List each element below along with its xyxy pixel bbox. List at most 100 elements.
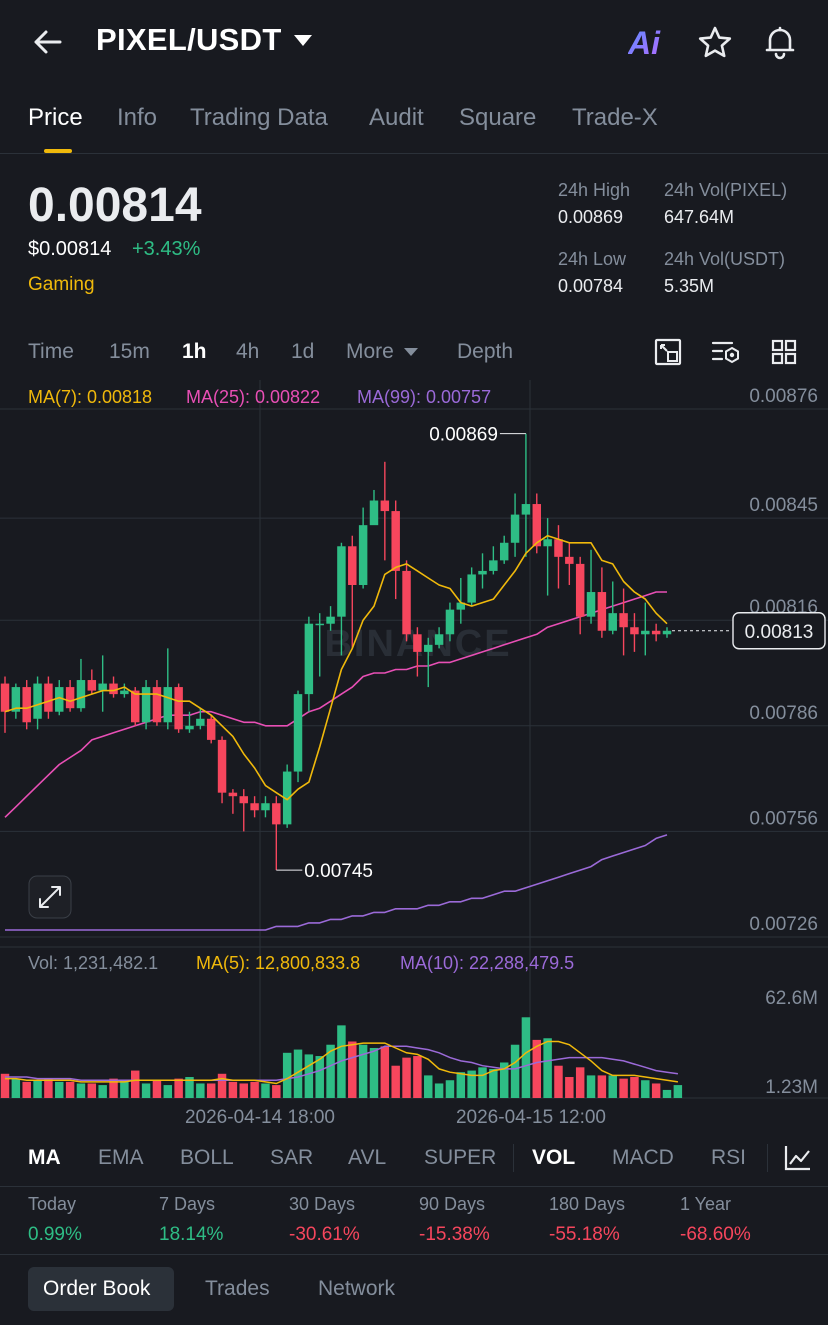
indicator-ema[interactable]: EMA [98,1146,144,1169]
indicator-sar[interactable]: SAR [270,1146,314,1169]
tab-square[interactable]: Square [459,104,537,131]
volume-bar [619,1078,628,1098]
candle-body [651,630,661,635]
candle-body [348,546,357,585]
ai-assistant-icon[interactable]: Ai [628,24,672,60]
volume-bar [651,1083,661,1098]
volume-bar [358,1044,368,1098]
volume-bar [641,1080,650,1098]
volume-bar [196,1083,205,1098]
indicator-ma[interactable]: MA [28,1146,61,1169]
tab-trading-data[interactable]: Trading Data [190,104,328,131]
chart-settings-icon[interactable] [710,336,742,368]
volume-bar [348,1041,357,1098]
volume-bar [87,1083,97,1098]
indicator-settings-icon[interactable] [782,1142,814,1174]
candle-body [445,609,455,635]
volume-bar [22,1081,31,1098]
indicator-avl[interactable]: AVL [348,1146,387,1169]
indicator-vol[interactable]: VOL [532,1146,576,1169]
category-tag[interactable]: Gaming [28,274,95,295]
expand-chart-button[interactable] [28,875,72,919]
volume-ma10-path [5,1045,679,1081]
candle-body [120,690,129,695]
volume-bar [489,1068,498,1098]
price-tick-label: 0.00726 [749,914,818,935]
volume-bar [293,1049,303,1098]
volume-bar [0,1073,10,1098]
tab-price[interactable]: Price [28,104,83,131]
candle-body [619,613,628,628]
interval-more[interactable]: More [346,340,394,363]
candle-body [44,683,53,712]
back-arrow-icon[interactable] [28,22,68,62]
volume-bar [662,1089,672,1098]
perf-label-today: Today [28,1194,77,1214]
perf-label-180d: 180 Days [549,1194,626,1214]
volume-bar [261,1083,270,1098]
tab-network[interactable]: Network [318,1277,396,1300]
price-tick-label: 0.00845 [749,495,818,516]
indicator-rsi[interactable]: RSI [711,1146,747,1169]
layout-grid-icon[interactable] [768,336,800,368]
candle-body [11,687,21,712]
volume-bar [597,1075,607,1098]
candlestick-chart[interactable]: BINANCE 0.008760.008450.008160.007860.00… [0,380,828,1130]
indicator-super[interactable]: SUPER [424,1146,497,1169]
candle-body [261,803,270,811]
volume-bar [478,1067,487,1098]
chart-fullscreen-icon[interactable] [652,336,684,368]
volume-bar [55,1081,64,1098]
interval-15m[interactable]: 15m [109,340,150,363]
volume-bar [76,1083,86,1098]
indicator-macd[interactable]: MACD [612,1146,674,1169]
active-bottom-tab-bg [28,1267,174,1311]
stat-24h-high-label: 24h High [558,180,631,200]
tab-info[interactable]: Info [117,104,158,131]
volume-bar [239,1083,248,1098]
candle-body [33,683,42,719]
candle-body [478,570,487,575]
tab-trades[interactable]: Trades [205,1277,270,1300]
tab-trade-x[interactable]: Trade-X [572,104,658,131]
candle-body [413,634,422,652]
volume-ma10-legend: MA(10): 22,288,479.5 [400,953,575,973]
candle-body [55,687,64,712]
more-dropdown-icon[interactable] [404,348,418,356]
tab-order-book[interactable]: Order Book [43,1277,151,1300]
pair-dropdown-icon[interactable] [294,35,312,46]
candle-body [239,796,248,804]
high-low-annotations: 0.00869 0.00745 [276,425,526,882]
pair-title[interactable]: PIXEL/USDT [96,22,282,57]
notification-bell-icon[interactable] [760,22,800,62]
tab-audit[interactable]: Audit [369,104,424,131]
ma25-legend: MA(25): 0.00822 [186,387,321,407]
ma7-path [4,534,668,801]
volume-bar [369,1047,379,1098]
candle-body [337,546,346,617]
favorite-star-icon[interactable] [696,24,734,62]
interval-time[interactable]: Time [28,340,74,363]
ma99-line [5,834,668,931]
volume-bar [272,1085,281,1098]
candle-body [521,504,531,515]
perf-value-today: 0.99% [28,1224,82,1245]
ma25-line [4,591,667,818]
perf-label-7d: 7 Days [159,1194,216,1214]
stat-24h-vol-quote-label: 24h Vol(USDT) [664,249,786,269]
candle-body [0,683,10,712]
interval-depth[interactable]: Depth [457,340,514,363]
candle-body [608,613,617,631]
indicator-boll[interactable]: BOLL [180,1146,234,1169]
interval-4h[interactable]: 4h [236,340,260,363]
volume-bar [532,1039,542,1098]
interval-1d[interactable]: 1d [291,340,315,363]
candle-body [282,771,292,825]
interval-1h[interactable]: 1h [182,340,207,363]
current-price-label: 0.00813 [745,622,814,643]
expand-icon [39,886,61,908]
volume-bar [326,1044,335,1098]
stat-24h-low-label: 24h Low [558,249,627,269]
candle-body [152,687,162,723]
candle-body [196,718,205,726]
